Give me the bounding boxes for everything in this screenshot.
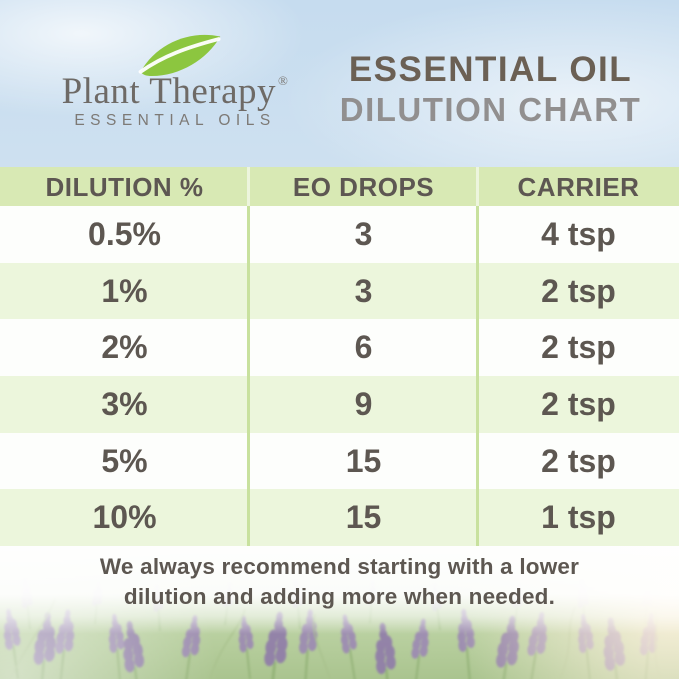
brand-name: Plant Therapy ® [30, 70, 320, 113]
table-cell-eo-drops: 6 [354, 329, 373, 366]
table-cell-eo-drops: 15 [345, 442, 382, 479]
table-cell-eo-drops: 15 [345, 499, 382, 536]
table-cell-carrier: 2 tsp [541, 442, 616, 479]
plant-therapy-logo: Plant Therapy ® ESSENTIAL OILS [30, 30, 320, 135]
table-header-row: DILUTION % EO DROPS CARRIER [0, 167, 679, 206]
table-cell-eo-drops: 3 [354, 215, 373, 252]
leaf-icon [138, 34, 221, 77]
table-cell-carrier: 2 tsp [541, 272, 616, 309]
column-header-dilution: DILUTION % [45, 171, 204, 202]
table-cell-carrier: 1 tsp [541, 499, 616, 536]
brand-tagline: ESSENTIAL OILS [74, 112, 276, 129]
page-title-line-1: ESSENTIAL OIL [348, 50, 633, 89]
table-cell-dilution: 5% [101, 442, 148, 479]
table-cell-dilution: 2% [101, 329, 148, 366]
column-divider [476, 206, 479, 546]
dilution-table: DILUTION % EO DROPS CARRIER 0.5% 3 4 tsp… [0, 167, 679, 547]
table-cell-eo-drops: 3 [354, 272, 373, 309]
table-cell-carrier: 4 tsp [541, 215, 616, 252]
column-header-eo-drops: EO DROPS [292, 171, 435, 202]
note-band [0, 546, 679, 634]
table-cell-dilution: 0.5% [88, 215, 161, 252]
column-divider [247, 167, 250, 206]
note-line-1: We always recommend starting with a lowe… [99, 554, 580, 579]
page-title-line-2: DILUTION CHART [339, 91, 642, 128]
table-row: 1% 3 2 tsp [0, 262, 679, 320]
recommendation-note: We always recommend starting with a lowe… [0, 552, 679, 612]
brand-name-text: Plant Therapy [61, 71, 277, 112]
column-divider [247, 206, 250, 546]
column-divider [476, 167, 479, 206]
table-cell-eo-drops: 9 [354, 385, 373, 422]
table-cell-dilution: 1% [101, 272, 148, 309]
table-row: 3% 9 2 tsp [0, 376, 679, 433]
table-row: 2% 6 2 tsp [0, 319, 679, 377]
table-row: 10% 15 1 tsp [0, 489, 679, 547]
page-title: ESSENTIAL OIL DILUTION CHART [318, 50, 663, 129]
table-cell-dilution: 3% [101, 385, 148, 422]
note-line-2: dilution and adding more when needed. [123, 584, 556, 609]
table-cell-carrier: 2 tsp [541, 329, 616, 366]
table-cell-carrier: 2 tsp [541, 385, 616, 422]
column-header-carrier: CARRIER [517, 171, 640, 202]
table-cell-dilution: 10% [92, 499, 157, 536]
table-row: 0.5% 3 4 tsp [0, 206, 679, 263]
table-row: 5% 15 2 tsp [0, 432, 679, 490]
registered-mark: ® [278, 73, 289, 88]
